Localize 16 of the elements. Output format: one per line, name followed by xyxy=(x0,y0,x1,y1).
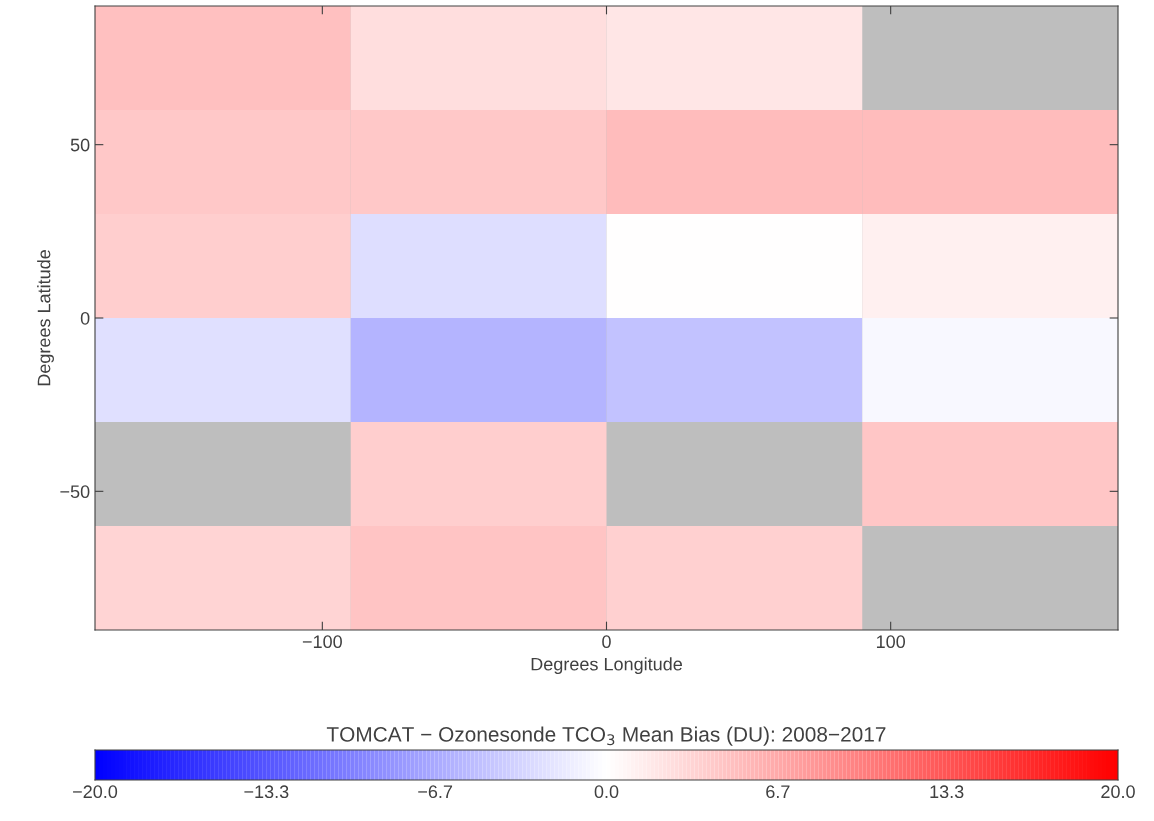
y-tick-label: 0 xyxy=(80,311,90,325)
x-tick-label: −100 xyxy=(302,635,342,649)
color-bar-title: TOMCAT − Ozonesonde TCO$_{3}$ Mean Bias (DU): 2008−2017 xyxy=(326,726,886,746)
color-bar-label: −20.0 xyxy=(73,785,118,799)
color-bar-label: 0.0 xyxy=(594,785,619,799)
color-bar-label: 6.7 xyxy=(766,785,790,799)
x-axis-title: Degrees Longitude xyxy=(531,657,682,675)
color-bar-label: 13.3 xyxy=(930,785,964,799)
color-bar-label: 20.0 xyxy=(1101,785,1135,799)
y-tick-label: 50 xyxy=(70,138,90,152)
x-tick-label: 100 xyxy=(876,635,906,649)
color-bar-label: −6.7 xyxy=(418,785,453,799)
y-tick-label: −50 xyxy=(60,485,90,499)
color-bar-label: −13.3 xyxy=(244,785,289,799)
x-tick-label: 0 xyxy=(602,635,611,649)
y-axis-title: Degrees Latitude xyxy=(37,250,54,386)
